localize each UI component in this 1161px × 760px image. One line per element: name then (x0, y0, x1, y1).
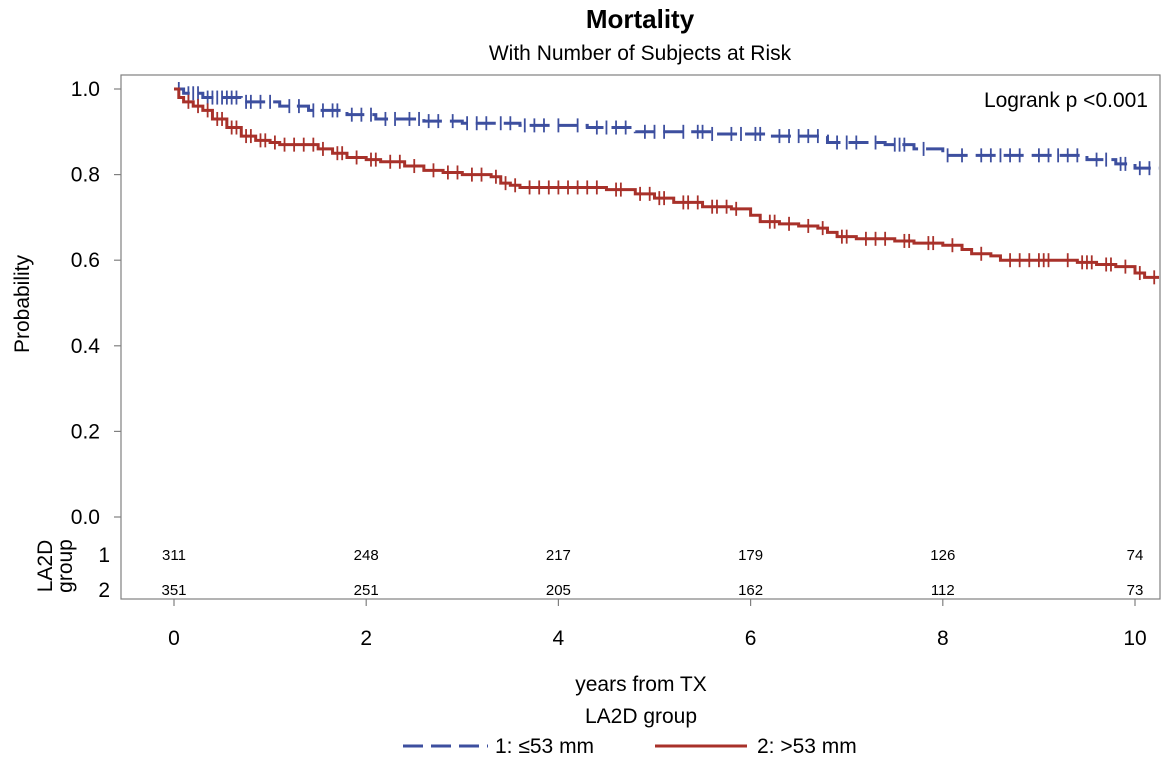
survival-curve-group2 (174, 87, 1160, 279)
x-tick-label: 4 (553, 627, 565, 650)
x-tick-label: 2 (360, 627, 372, 650)
legend-label-group1: 1: ≤53 mm (495, 735, 594, 758)
x-tick-label: 6 (745, 627, 757, 650)
y-tick-label: 0.4 (71, 335, 101, 358)
risk-count: 248 (354, 547, 379, 564)
risk-count: 112 (931, 582, 955, 599)
legend-label-group2: 2: >53 mm (757, 735, 857, 758)
survival-curves (174, 82, 1160, 285)
x-tick-label: 0 (168, 627, 180, 650)
x-tick-label: 8 (937, 627, 949, 650)
risk-count: 74 (1127, 547, 1144, 564)
risk-count: 251 (354, 582, 379, 599)
x-tick-label: 10 (1123, 627, 1146, 650)
risk-count: 217 (546, 547, 571, 564)
risk-row-label: 2 (98, 579, 110, 602)
risk-count: 205 (546, 582, 571, 599)
y-tick-label: 0.8 (71, 164, 100, 187)
risk-count: 311 (162, 547, 186, 564)
y-tick-label: 0.6 (71, 249, 100, 272)
chart-subtitle: With Number of Subjects at Risk (489, 42, 792, 65)
x-axis-label: years from TX (575, 673, 706, 696)
y-axis-label: Probability (11, 254, 34, 353)
y-tick-label: 1.0 (71, 78, 100, 101)
risk-count: 126 (930, 547, 955, 564)
legend: 1: ≤53 mm 2: >53 mm (403, 735, 857, 758)
logrank-annotation: Logrank p <0.001 (984, 89, 1148, 112)
risk-count: 179 (738, 547, 763, 564)
x-axis: 0 2 4 6 8 10 (168, 599, 1147, 650)
survival-curve-group1 (174, 87, 1160, 170)
risk-table-label-line2: group (54, 539, 77, 593)
y-tick-label: 0.2 (71, 420, 100, 443)
y-tick-label: 0.0 (71, 506, 100, 529)
plot-frame (120, 74, 1161, 600)
risk-table-label-line1: LA2D (34, 540, 57, 593)
risk-count: 73 (1127, 582, 1144, 599)
y-axis: 0.0 0.2 0.4 0.6 0.8 1.0 (71, 78, 121, 529)
legend-title: LA2D group (585, 705, 697, 728)
risk-row-label: 1 (98, 544, 110, 567)
risk-count: 351 (161, 582, 186, 599)
chart-title: Mortality (586, 4, 695, 34)
risk-table: 1 311 248 217 179 126 74 2 351 251 205 162 112 73 (98, 544, 1143, 602)
risk-count: 162 (738, 582, 763, 599)
